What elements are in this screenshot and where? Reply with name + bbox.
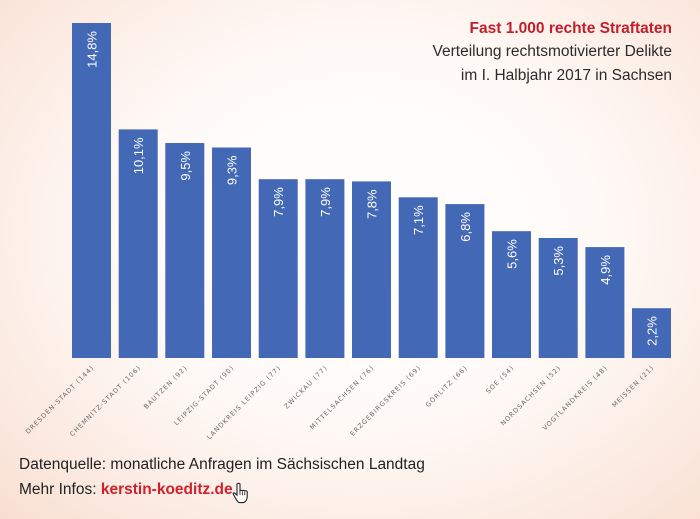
bar <box>538 238 578 358</box>
footer: Datenquelle: monatliche Anfragen im Säch… <box>19 452 425 504</box>
category-label: ZWICKAU (77) <box>283 364 330 411</box>
bar <box>585 247 625 358</box>
bars-group: 14,8% 10,1% 9,5% 9,3% 7,9% 7,9% 7,8% 7,1% 6,8% 5,… <box>72 23 671 358</box>
category-label: SOE (54) <box>484 364 516 396</box>
bar-value-label: 5,6% <box>505 239 520 269</box>
bar <box>165 143 205 358</box>
bar <box>72 23 111 358</box>
bar <box>305 179 345 358</box>
category-labels-group: DRESDEN-STADT (144)CHEMNITZ-STADT (106) B… <box>24 363 656 441</box>
bar-value-label: 7,9% <box>318 187 333 217</box>
bar-value-label: 5,3% <box>551 246 566 276</box>
category-label: MEISSEN (21) <box>610 364 655 409</box>
bar-value-label: 10,1% <box>131 137 146 174</box>
bar-value-label: 2,2% <box>645 316 660 346</box>
bar-value-label: 6,8% <box>458 212 473 242</box>
category-label: BAUTZEN (92) <box>142 364 189 411</box>
chart-subtitle-line2: im I. Halbjahr 2017 in Sachsen <box>460 67 672 84</box>
category-label: GÖRLITZ (66) <box>423 363 469 409</box>
bar-value-label: 7,9% <box>271 187 286 217</box>
bar-value-label: 14,8% <box>85 31 100 68</box>
website-link[interactable]: kerstin-koeditz.de <box>100 481 233 498</box>
bar <box>118 129 158 358</box>
more-info-line: Mehr Infos: kerstin-koeditz.de <box>19 477 425 504</box>
data-source-text: Datenquelle: monatliche Anfragen im Säch… <box>19 456 425 473</box>
bar <box>258 179 298 358</box>
bar <box>398 197 438 358</box>
bar-value-label: 9,5% <box>178 151 193 181</box>
bar-value-label: 7,1% <box>411 205 426 235</box>
bar <box>632 308 671 358</box>
more-info-label: Mehr Infos: <box>19 481 97 498</box>
bar <box>445 204 485 358</box>
chart-title: Fast 1.000 rechte Straftaten <box>469 20 672 37</box>
bar-value-label: 7,8% <box>365 189 380 219</box>
bar-value-label: 9,3% <box>225 155 240 185</box>
bar <box>492 231 531 358</box>
bar <box>212 147 251 358</box>
bar-value-label: 4,9% <box>598 255 613 285</box>
hand-pointer-icon <box>231 482 251 504</box>
chart-subtitle-line1: Verteilung rechtsmotivierter Delikte <box>432 43 673 60</box>
category-label: LANDKREIS LEIPZIG (77) <box>205 364 282 441</box>
title-block: Fast 1.000 rechte Straftaten Verteilung … <box>433 17 673 88</box>
bar <box>352 181 391 358</box>
